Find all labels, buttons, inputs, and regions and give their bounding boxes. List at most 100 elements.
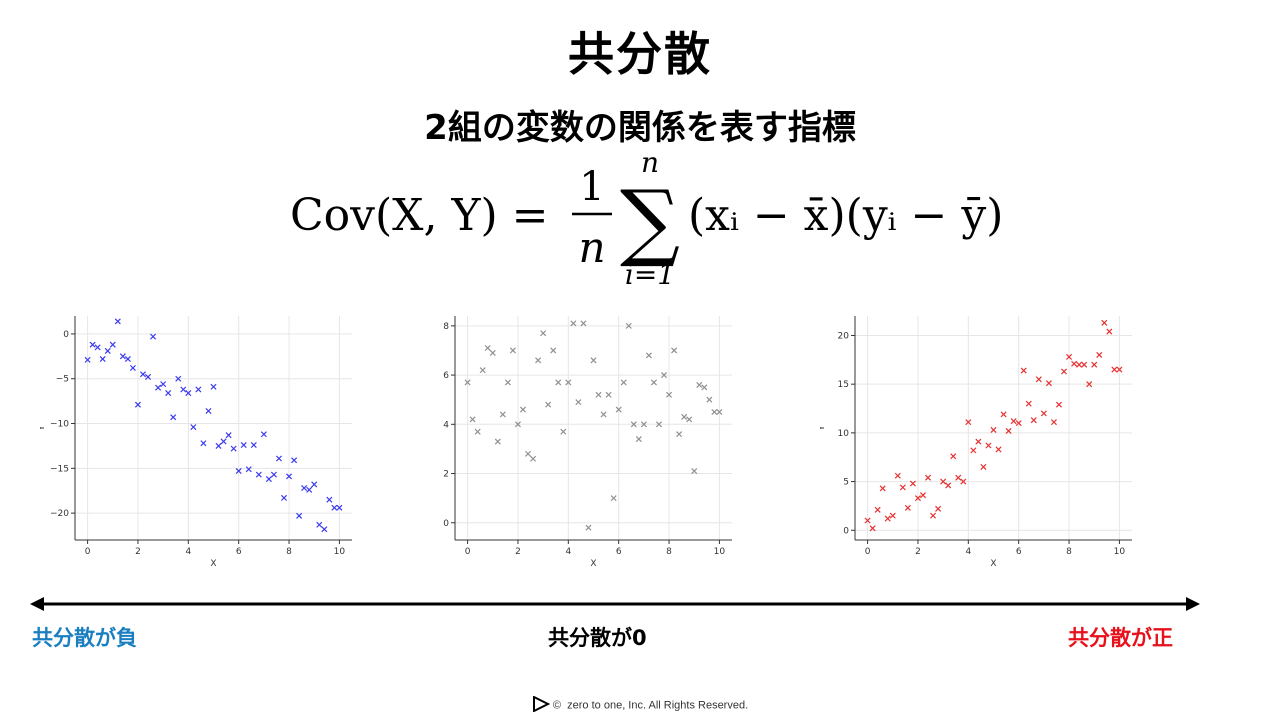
data-point [200,440,207,447]
data-point-stroke [869,525,876,532]
data-point-stroke [1106,328,1113,335]
data-point [145,373,152,380]
data-point-stroke [280,494,288,501]
data-point [124,355,131,363]
data-point-stroke [1101,319,1108,326]
data-point [275,455,282,462]
data-point [134,401,141,408]
x-tick-label: 2 [135,547,141,557]
data-point [864,517,871,524]
data-point-stroke [879,485,886,492]
data-point-stroke [645,352,652,359]
covariance-axis-arrow [30,597,1200,611]
data-point-stroke [1005,427,1012,434]
data-point-stroke [1000,411,1007,418]
data-point-stroke [666,391,673,398]
data-point-stroke [286,473,293,480]
data-point-stroke [119,353,126,360]
data-point-stroke [671,347,678,354]
y-axis-label: Y [820,425,827,432]
chart-svg: 0 2 4 6 8 10 0 −5 −10 −15 −20 X Y [37,316,352,569]
data-point [1050,419,1057,426]
data-point-stroke [1091,361,1098,368]
x-tick-label: 6 [616,547,622,557]
data-point-stroke [545,401,552,408]
data-point-stroke [660,372,668,379]
data-point [995,446,1002,453]
data-point-stroke [150,333,157,340]
data-point [990,426,997,433]
copyright-text: zero to one, Inc. All Rights Reserved. [567,699,749,712]
data-point-stroke [464,379,471,386]
data-point [139,371,147,378]
data-point-stroke [935,505,942,512]
data-point-stroke [950,453,957,460]
data-point-stroke [985,442,992,449]
data-point-stroke [1066,353,1073,360]
data-point [205,407,212,415]
data-point-stroke [575,399,582,406]
data-point-stroke [1015,420,1022,427]
chart-svg: 0 2 4 6 8 10 0 5 10 15 20 X Y [817,316,1132,569]
data-point-stroke [955,474,962,481]
data-point-stroke [1060,368,1068,375]
data-point [494,438,501,445]
data-point [985,442,992,449]
data-point-stroke [650,379,657,386]
covariance-formula: Cov(X, Y) = 1 n n ∑ i=1 (xᵢ − x̄)(yᵢ − ȳ… [290,150,1003,291]
data-point-stroke [104,347,111,354]
data-point-stroke [620,379,627,386]
data-point [570,320,577,327]
data-point [250,441,257,449]
data-point [220,438,227,445]
data-point [980,463,987,470]
data-point-stroke [925,474,932,481]
data-point [535,357,542,364]
slide-subtitle: 2組の変数の関係を表す指標 [424,108,856,148]
data-point-stroke [1035,376,1042,383]
data-point [185,390,192,397]
data-point [114,318,121,325]
data-point [655,421,662,428]
data-point [676,431,683,438]
data-point [605,391,612,398]
data-point-stroke [129,364,136,371]
data-point-stroke [605,391,612,398]
data-point-stroke [321,526,328,533]
data-point [1096,351,1103,358]
y-tick-label: 0 [843,526,849,536]
data-point [1035,376,1042,383]
data-point [925,474,932,481]
data-point [175,375,182,382]
data-point-stroke [469,416,476,423]
data-point [489,349,496,356]
data-point [514,421,521,428]
data-point-stroke [696,381,703,388]
data-point-stroke [681,413,688,420]
data-point-stroke [535,357,542,364]
data-point-stroke [540,330,547,337]
data-point-stroke [89,341,96,348]
data-point [904,504,911,511]
data-point-stroke [980,463,987,470]
data-point [504,379,511,386]
data-point-stroke [1030,417,1037,424]
data-point-stroke [514,421,521,428]
slide-title: 共分散 [568,27,712,81]
data-point [1071,360,1078,367]
data-point [1060,368,1068,375]
y-tick-label: 4 [443,420,449,430]
data-point-stroke [220,438,227,445]
y-tick-label: −15 [50,464,69,474]
y-tick-label: 2 [443,470,449,480]
data-point [899,484,906,491]
data-point [691,468,698,475]
scatter-positive-covariance: 0 2 4 6 8 10 0 5 10 15 20 X Y [817,308,1140,570]
x-tick-label: 10 [1114,547,1126,557]
data-point [84,356,91,363]
data-point [585,524,592,531]
data-point-stroke [84,356,91,363]
data-point [1015,420,1022,427]
data-point [590,357,597,364]
x-tick-label: 2 [515,547,521,557]
